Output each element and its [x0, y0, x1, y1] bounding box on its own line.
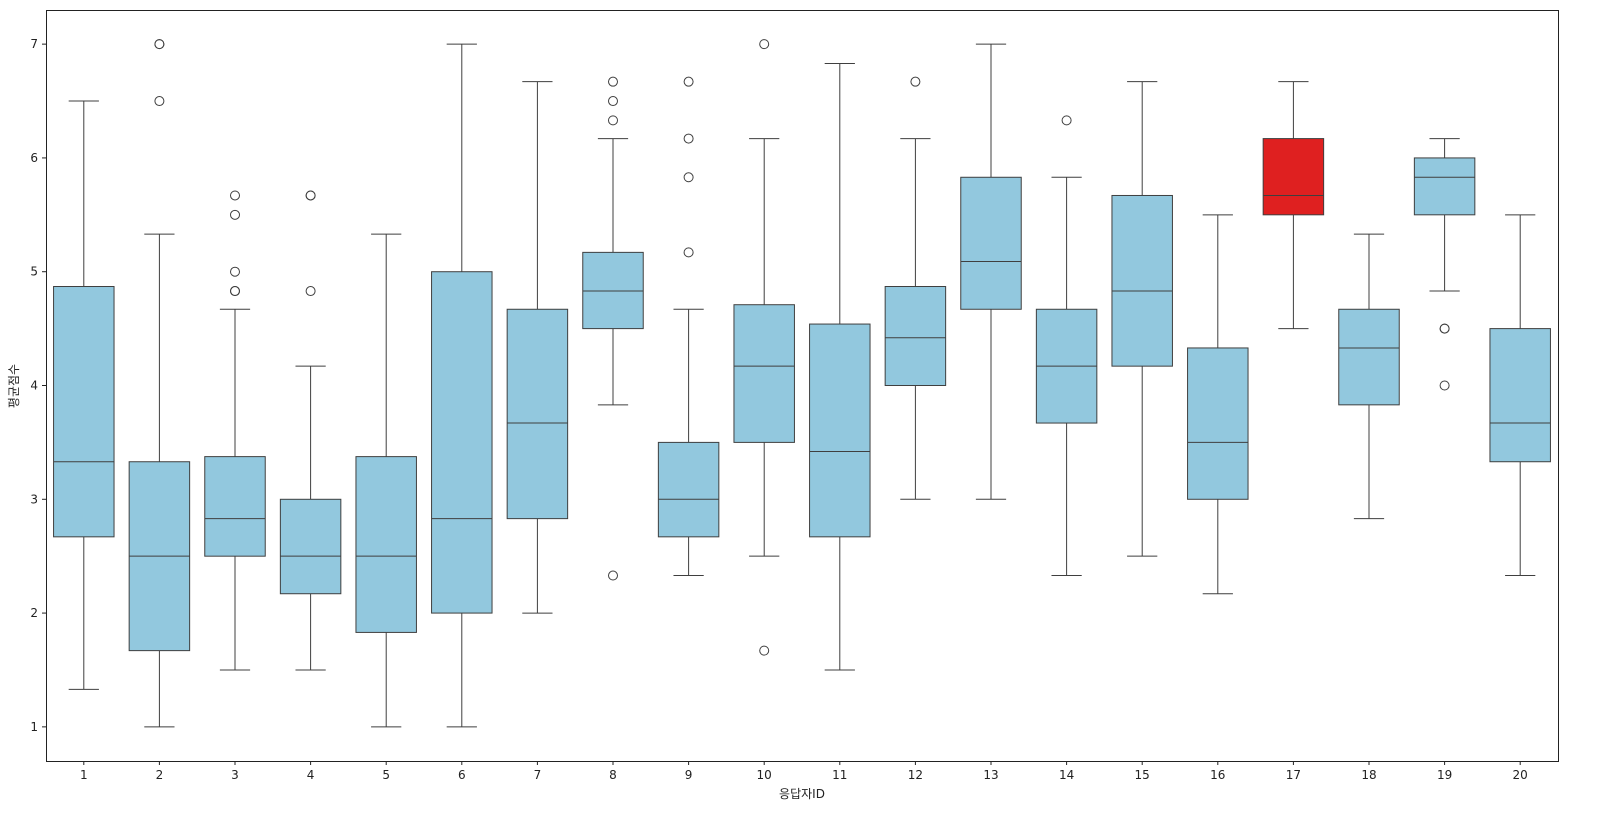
outlier-point [683, 76, 694, 87]
outlier-point [154, 39, 165, 50]
iqr-box [884, 286, 947, 386]
plot-frame [46, 10, 1559, 762]
box-8 [582, 76, 644, 581]
iqr-box [1187, 347, 1249, 500]
box-3 [204, 190, 266, 671]
x-axis-label: 응답자ID [779, 787, 825, 801]
outlier-point [608, 115, 618, 126]
iqr-box [1262, 138, 1325, 216]
iqr-box [204, 456, 266, 557]
box-11 [809, 62, 871, 671]
plot-marks [53, 39, 1551, 728]
box-4 [279, 190, 342, 671]
iqr-box [960, 176, 1022, 310]
iqr-box [1413, 157, 1476, 216]
x-tick-label: 19 [1437, 768, 1452, 782]
outlier-point [1439, 380, 1450, 391]
outlier-point [305, 190, 316, 201]
outlier-point [154, 96, 165, 107]
y-axis: 1 2 3 4 5 6 7 [30, 37, 46, 734]
outlier-point [608, 570, 618, 581]
x-tick-label: 5 [382, 768, 390, 782]
x-tick-label: 13 [983, 768, 998, 782]
x-tick-label: 20 [1513, 768, 1528, 782]
outlier-point [910, 76, 921, 87]
box-9 [657, 76, 720, 577]
outlier-point [1439, 323, 1450, 334]
iqr-box [657, 441, 720, 538]
box-10 [733, 39, 795, 656]
x-tick-label: 4 [307, 768, 315, 782]
y-tick-label: 7 [30, 37, 38, 51]
x-tick-label: 18 [1361, 768, 1376, 782]
iqr-box [1111, 194, 1173, 367]
x-tick-label: 16 [1210, 768, 1225, 782]
x-tick-label: 15 [1135, 768, 1150, 782]
x-tick-label: 3 [231, 768, 239, 782]
box-5 [355, 233, 417, 728]
outlier-point [305, 286, 316, 297]
box-6 [431, 43, 493, 728]
y-axis-label: 평균점수 [7, 364, 21, 408]
iqr-box [1489, 328, 1551, 463]
box-14 [1035, 115, 1098, 577]
iqr-box [582, 251, 644, 330]
outlier-point [683, 172, 694, 183]
outlier-point [683, 247, 694, 258]
iqr-box [809, 323, 871, 538]
outlier-point [1061, 115, 1072, 126]
box-2 [128, 39, 191, 728]
outlier-point [759, 645, 770, 656]
box-12 [884, 76, 947, 500]
x-tick-label: 11 [832, 768, 847, 782]
iqr-box [506, 308, 569, 520]
y-tick-label: 3 [30, 492, 38, 506]
outlier-point [230, 209, 240, 220]
iqr-box [733, 304, 795, 443]
y-tick-label: 1 [30, 720, 38, 734]
outlier-point [608, 76, 618, 87]
box-20 [1489, 214, 1551, 577]
box-19 [1413, 138, 1476, 391]
x-tick-label: 9 [685, 768, 693, 782]
iqr-box [1338, 308, 1400, 406]
outlier-point [230, 266, 240, 277]
y-tick-label: 6 [30, 151, 38, 165]
y-tick-label: 4 [30, 379, 38, 393]
box-13 [960, 43, 1022, 500]
y-tick-label: 2 [30, 606, 38, 620]
x-tick-label: 14 [1059, 768, 1074, 782]
outlier-point [230, 286, 240, 297]
iqr-box [355, 456, 417, 633]
box-18 [1338, 233, 1400, 520]
iqr-box [279, 498, 342, 595]
x-axis: 1 2 3 4 5 6 7 8 9 10 11 12 13 14 15 16 17 18 19 20 [80, 761, 1528, 782]
x-tick-label: 7 [534, 768, 542, 782]
box-7 [506, 81, 569, 614]
x-tick-label: 12 [908, 768, 923, 782]
outlier-point [230, 190, 240, 201]
outlier-point [683, 133, 694, 144]
box-1 [53, 100, 115, 690]
x-tick-label: 6 [458, 768, 466, 782]
box-16 [1187, 214, 1249, 595]
iqr-box [53, 286, 115, 538]
iqr-box [431, 271, 493, 614]
x-tick-label: 10 [757, 768, 772, 782]
x-tick-label: 17 [1286, 768, 1301, 782]
box-17 [1262, 81, 1325, 330]
y-tick-label: 5 [30, 265, 38, 279]
x-tick-label: 8 [609, 768, 617, 782]
box-15 [1111, 81, 1173, 557]
outlier-point [759, 39, 770, 50]
outlier-point [608, 96, 618, 107]
x-tick-label: 1 [80, 768, 88, 782]
x-tick-label: 2 [156, 768, 164, 782]
